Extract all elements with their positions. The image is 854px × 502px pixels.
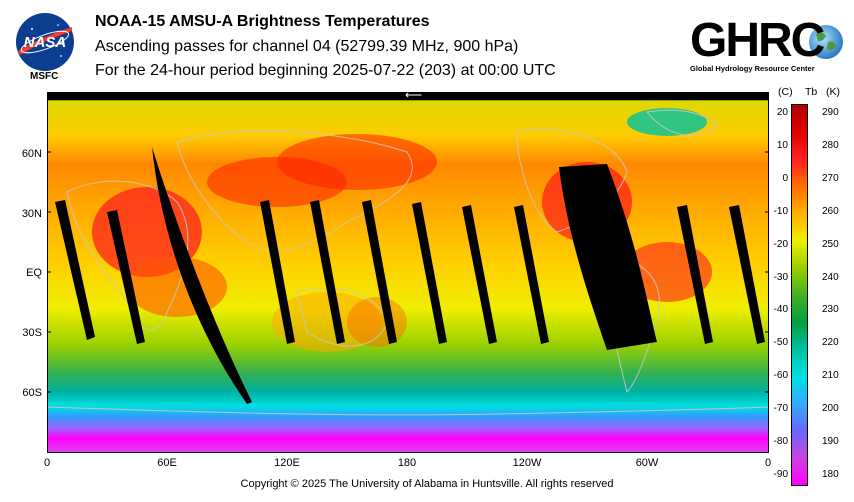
lon-label-60w: 60W [635, 457, 659, 469]
colorbar-tick-celsius: -80 [773, 436, 788, 447]
colorbar-tick-celsius: -10 [773, 205, 788, 217]
lat-label-60n: 60N [21, 148, 42, 160]
copyright-notice: Copyright © 2025 The University of Alaba… [240, 478, 614, 490]
svg-text:NASA: NASA [24, 34, 67, 51]
colorbar-tick-celsius: -70 [773, 403, 788, 415]
swath-direction-arrow: ⟵ [405, 88, 423, 102]
colorbar-tick-kelvin: 270 [822, 172, 839, 184]
lon-label-0-right: 0 [764, 457, 772, 469]
map-title: NOAA-15 AMSU-A Brightness Temperatures [95, 13, 430, 30]
colorbar-tick-kelvin: 230 [822, 304, 839, 316]
colorbar-tick-kelvin: 220 [822, 337, 839, 349]
lat-label-30s: 30S [22, 327, 42, 339]
ghrc-logo: GHRC [690, 14, 843, 67]
colorbar-tick-kelvin: 210 [822, 370, 839, 382]
colorbar-tick-celsius: -30 [773, 271, 788, 283]
colorbar-tick-kelvin: 250 [822, 238, 839, 250]
map-subtitle-period: For the 24-hour period beginning 2025-07… [95, 62, 556, 79]
colorbar-tick-kelvin: 180 [822, 468, 839, 480]
brightness-temperature-map [47, 92, 769, 453]
lon-label-0: 0 [43, 457, 51, 469]
nasa-logo: NASA [16, 13, 74, 71]
colorbar-tick-kelvin: 280 [822, 139, 839, 151]
ghrc-subtitle: Global Hydrology Resource Center [690, 64, 815, 73]
map-subtitle-channel: Ascending passes for channel 04 (52799.3… [95, 38, 519, 55]
colorbar-tick-kelvin: 190 [822, 436, 839, 447]
colorbar-tick-celsius: -40 [773, 304, 788, 316]
lat-label-eq: EQ [26, 267, 42, 279]
colorbar-tick-kelvin: 260 [822, 205, 839, 217]
msfc-label: MSFC [30, 71, 59, 82]
lat-label-30n: 30N [21, 208, 42, 220]
lon-label-120e: 120E [274, 457, 300, 469]
colorbar-tick-celsius: -50 [773, 337, 788, 349]
colorbar-tick-celsius: -20 [773, 238, 788, 250]
svg-text:GHRC: GHRC [690, 14, 825, 67]
colorbar [791, 104, 808, 486]
colorbar-tick-celsius: 20 [776, 107, 788, 118]
lon-label-120w: 120W [512, 457, 542, 469]
colorbar-tick-celsius: -60 [773, 370, 788, 382]
colorbar-tick-kelvin: 200 [822, 403, 839, 415]
colorbar-tick-kelvin: 290 [822, 107, 839, 118]
lon-label-180: 180 [397, 457, 417, 469]
colorbar-tick-celsius: 10 [776, 139, 788, 151]
colorbar-unit-c: (C) [778, 86, 793, 98]
colorbar-unit-tb: Tb [805, 86, 818, 98]
colorbar-tick-celsius: 0 [782, 172, 788, 184]
colorbar-unit-k: (K) [826, 86, 840, 98]
lon-label-60e: 60E [157, 457, 177, 469]
colorbar-tick-kelvin: 240 [822, 271, 839, 283]
lat-label-60s: 60S [22, 387, 42, 399]
colorbar-tick-celsius: -90 [773, 468, 788, 480]
